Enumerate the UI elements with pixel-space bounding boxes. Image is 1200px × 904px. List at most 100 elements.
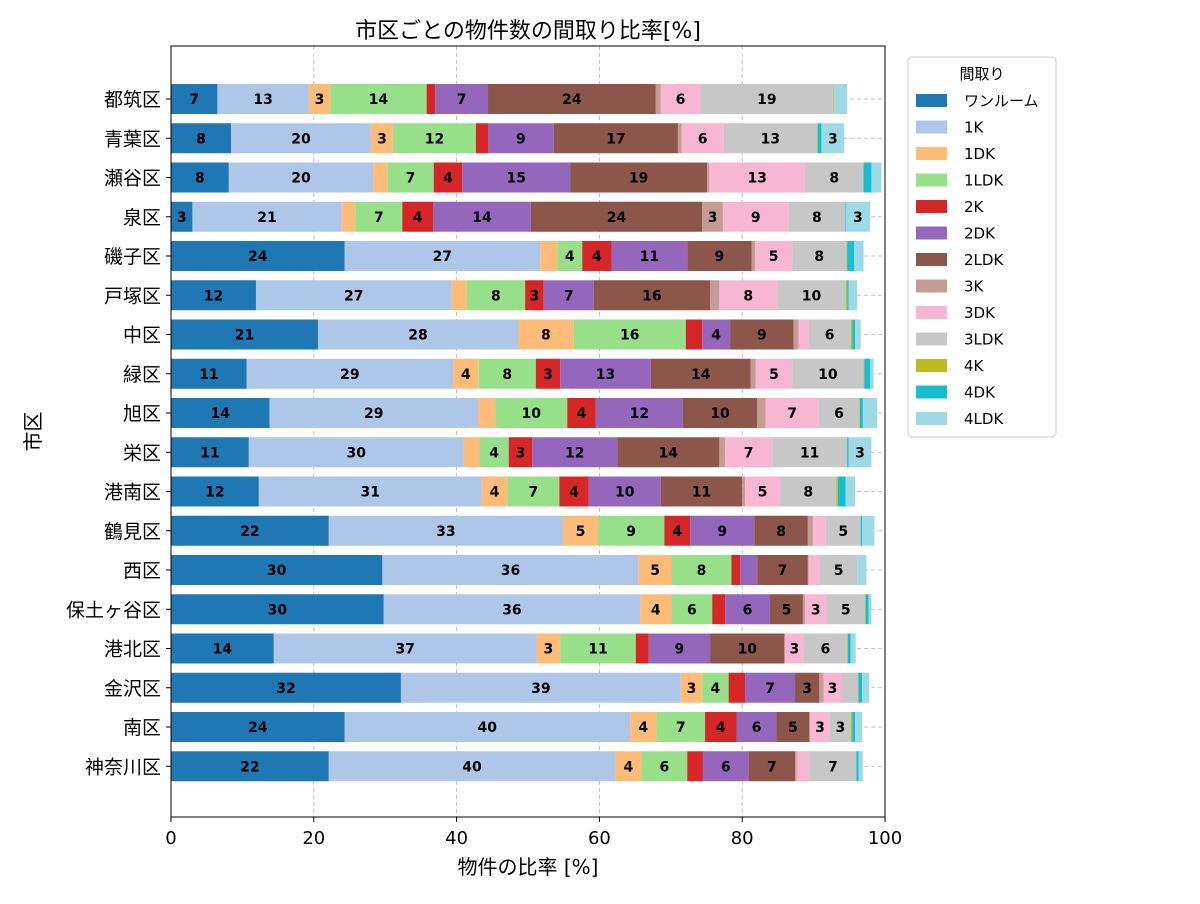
bar-value-label: 4: [461, 367, 471, 383]
bar-segment: [540, 241, 558, 271]
bar-value-label: 19: [757, 92, 776, 108]
bar-segment: [805, 594, 827, 625]
bar-value-label: 39: [531, 681, 550, 697]
bar-segment: [582, 241, 612, 271]
bar-segment: [171, 241, 345, 271]
bar-value-label: 15: [506, 171, 525, 187]
bar-value-label: 7: [744, 445, 754, 461]
bar-value-label: 4: [569, 485, 579, 501]
bar-segment: [192, 201, 342, 232]
bar-segment: [852, 319, 856, 350]
legend-title: 間取り: [959, 65, 1004, 83]
bar-segment: [710, 280, 720, 311]
legend-entry-label: 4LDK: [964, 410, 1004, 428]
bar-segment: [535, 358, 561, 389]
bar-value-label: 24: [248, 720, 268, 736]
bar-segment: [712, 594, 726, 625]
bar-value-label: 8: [697, 563, 707, 579]
bar-segment: [837, 476, 846, 507]
bar-value-label: 27: [433, 249, 452, 265]
bar-segment: [860, 515, 863, 546]
bar-segment: [870, 358, 874, 389]
bar-value-label: 4: [413, 210, 423, 226]
bar-value-label: 4: [489, 445, 499, 461]
bar-segment: [402, 201, 434, 232]
bar-value-label: 3: [377, 131, 387, 147]
bar-value-label: 6: [752, 720, 762, 736]
bar-value-label: 4: [490, 485, 500, 501]
bar-segment: [862, 672, 870, 703]
bar-segment: [731, 555, 741, 585]
bar-segment: [664, 515, 691, 546]
bar-segment: [736, 712, 777, 742]
bar-segment: [863, 162, 872, 193]
bar-value-label: 6: [659, 759, 669, 775]
bar-value-label: 5: [782, 602, 792, 618]
bar-value-label: 10: [737, 642, 757, 658]
bar-value-label: 3: [828, 681, 838, 697]
bar-segment: [809, 712, 811, 742]
bar-value-label: 5: [838, 524, 848, 540]
bar-segment: [171, 751, 329, 782]
bar-value-label: 7: [787, 406, 797, 422]
bar-value-label: 22: [240, 759, 259, 775]
bar-segment: [344, 241, 541, 271]
bar-segment: [682, 398, 758, 428]
bar-value-label: 12: [425, 131, 444, 147]
bar-segment: [451, 280, 467, 311]
bar-value-label: 3: [708, 210, 718, 226]
bar-value-label: 36: [502, 602, 521, 618]
bar-segment: [400, 672, 681, 703]
bar-segment: [630, 712, 657, 742]
bar-value-label: 14: [472, 210, 492, 226]
x-tick-label: 40: [445, 828, 468, 849]
bar-segment: [559, 476, 589, 507]
bar-value-label: 11: [200, 445, 219, 461]
y-tick-label: 栄区: [123, 442, 161, 464]
y-tick-label: 瀬谷区: [104, 168, 161, 190]
bar-segment: [638, 555, 672, 585]
bar-segment: [719, 280, 778, 311]
bar-segment: [171, 398, 270, 428]
bar-segment: [648, 633, 711, 664]
legend-entry-label: 1LDK: [964, 172, 1004, 190]
bar-segment: [641, 751, 688, 782]
bar-segment: [820, 555, 858, 585]
bar-segment: [755, 241, 793, 271]
bar-segment: [573, 319, 686, 350]
bar-value-label: 36: [501, 563, 520, 579]
bar-segment: [785, 633, 804, 664]
bar-segment: [382, 555, 639, 585]
bar-segment: [478, 358, 536, 389]
bar-segment: [680, 672, 703, 703]
bar-value-label: 10: [615, 485, 635, 501]
bar-value-label: 3: [836, 720, 846, 736]
bar-segment: [635, 633, 649, 664]
bar-segment: [807, 555, 809, 585]
bar-value-label: 7: [374, 210, 384, 226]
bar-segment: [817, 123, 822, 154]
bar-segment: [370, 123, 394, 154]
bar-segment: [700, 84, 834, 114]
bar-segment: [850, 712, 853, 742]
bar-segment: [709, 162, 806, 193]
bar-value-label: 7: [528, 485, 538, 501]
bar-value-label: 11: [640, 249, 659, 265]
bar-segment: [795, 751, 797, 782]
bar-segment: [171, 633, 274, 664]
bar-segment: [856, 751, 859, 782]
bar-value-label: 3: [855, 445, 865, 461]
bar-segment: [228, 162, 374, 193]
bar-value-label: 3: [853, 210, 863, 226]
bar-segment: [595, 398, 683, 428]
bar-segment: [171, 201, 193, 232]
bar-segment: [795, 672, 820, 703]
bar-segment: [171, 555, 383, 585]
y-tick-label: 保土ヶ谷区: [66, 599, 161, 621]
legend-box: [907, 56, 1057, 438]
bar-segment: [780, 476, 837, 507]
bar-value-label: 3: [687, 681, 697, 697]
bar-value-label: 5: [788, 720, 798, 736]
bar-segment: [740, 555, 758, 585]
bar-segment: [560, 633, 636, 664]
